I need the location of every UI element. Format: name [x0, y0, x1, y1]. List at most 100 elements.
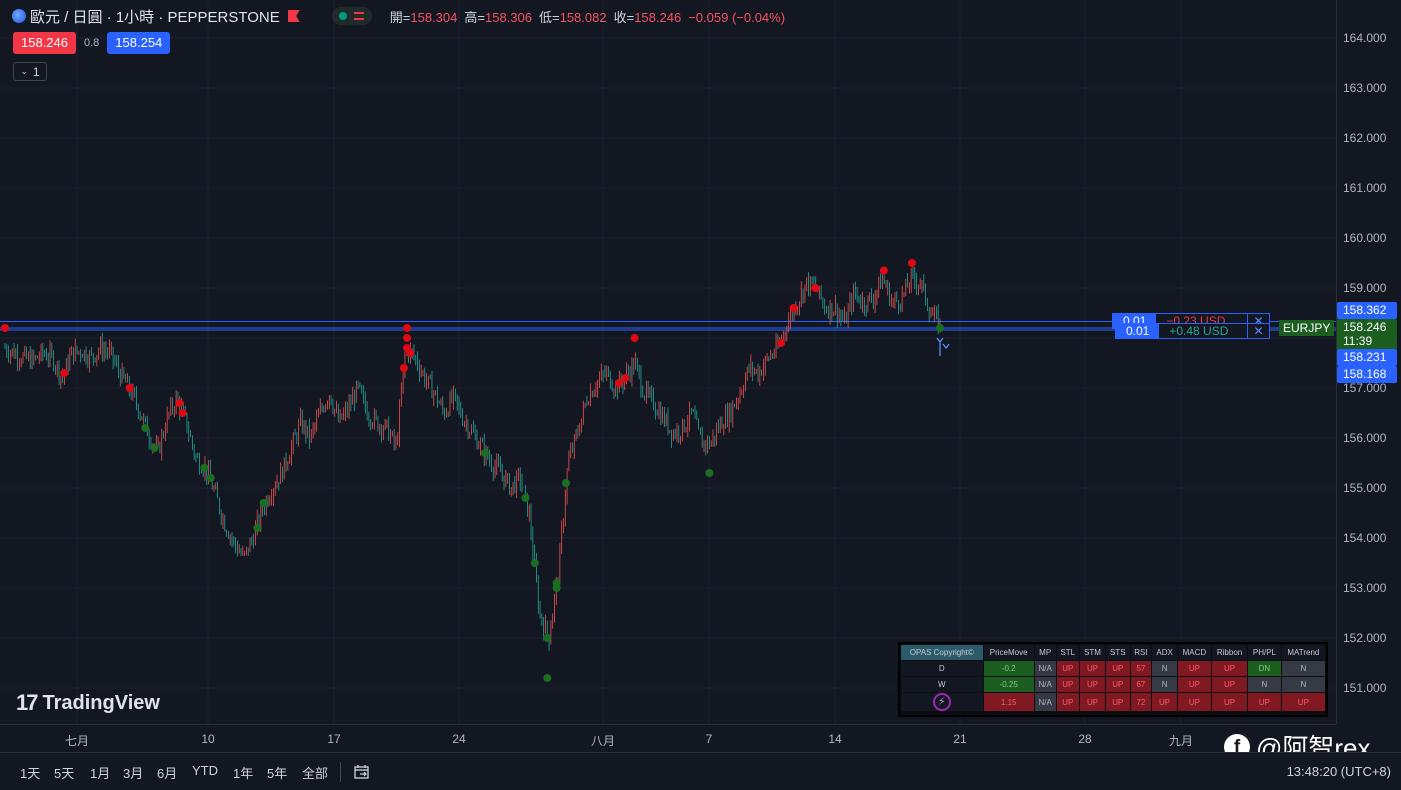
dashboard-cell: N/A: [1034, 693, 1056, 711]
range-button[interactable]: 1天: [20, 766, 41, 781]
lightning-icon: ⚡: [932, 693, 951, 711]
buy-signal-dot: [543, 634, 552, 642]
ohlc-values: 開=158.304 高=158.306 低=158.082 收=158.246 −0.0…: [389, 9, 786, 25]
range-button[interactable]: 6月: [157, 766, 178, 781]
price-tag: 158.362: [1337, 302, 1397, 319]
buy-signal-dot: [253, 524, 262, 532]
symbol-logo-icon: [12, 9, 26, 23]
price-tick-label: 163.000: [1343, 81, 1387, 95]
buy-signal-dot: [705, 469, 714, 477]
buy-signal-dot: [200, 464, 209, 472]
sell-signal-dot: [777, 339, 786, 347]
range-button[interactable]: 5天: [54, 766, 75, 781]
equal-icon: [354, 12, 365, 20]
price-tick-label: 161.000: [1343, 181, 1387, 195]
goto-date-icon[interactable]: [352, 762, 372, 782]
dashboard-cell: UP: [1211, 677, 1248, 692]
time-tick-label: 17: [327, 732, 341, 746]
order-qty[interactable]: 0.01: [1116, 324, 1160, 338]
price-tick-label: 154.000: [1343, 531, 1387, 545]
sell-button[interactable]: 158.246: [13, 32, 76, 54]
dashboard-bolt-cell: ⚡: [901, 693, 983, 711]
sell-signal-dot: [175, 399, 184, 407]
chart-pane[interactable]: [0, 0, 1336, 724]
range-button[interactable]: 1年: [233, 766, 254, 781]
dashboard-cell: 57: [1130, 661, 1152, 676]
low-value: 158.082: [559, 9, 607, 25]
price-tick-label: 157.000: [1343, 381, 1387, 395]
price-tick-label: 162.000: [1343, 131, 1387, 145]
order-line-bottom[interactable]: 0.01 +0.48 USD ✕: [1115, 323, 1270, 339]
range-button[interactable]: 5年: [267, 766, 288, 781]
dashboard-cell: UP: [1281, 693, 1325, 711]
time-tick-label: 28: [1078, 732, 1092, 746]
range-button[interactable]: 全部: [302, 766, 329, 781]
dashboard-cell: UP: [1211, 661, 1248, 676]
indicator-count: 1: [32, 64, 40, 79]
buy-signal-dot: [936, 324, 944, 332]
dashboard-brand: OPAS Copyright©: [901, 645, 983, 660]
symbol-price-tag: EURJPY: [1279, 320, 1335, 336]
dashboard-cell: UP: [1056, 693, 1079, 711]
execution-arrow-icon: [936, 337, 950, 356]
time-tick-label: 九月: [1168, 734, 1194, 748]
sell-signal-dot: [403, 324, 412, 332]
dashboard-header-cell: PriceMove: [983, 645, 1034, 660]
buy-signal-dot: [480, 449, 489, 457]
clock[interactable]: 13:48:20 (UTC+8): [1286, 764, 1391, 779]
low-label: 低: [538, 9, 552, 25]
dashboard-cell: UP: [1152, 693, 1177, 711]
market-status-pill[interactable]: [331, 7, 372, 25]
chart-grid: [0, 0, 1336, 724]
sell-signal-dot: [621, 374, 630, 382]
tradingview-logo[interactable]: 17 TradingView: [16, 690, 160, 716]
dashboard-cell: UP: [1079, 677, 1106, 692]
tradingview-mark-icon: 17: [16, 690, 39, 715]
opas-dashboard-table: OPAS Copyright© PriceMove MP STL STM STS RSI AD…: [898, 642, 1328, 717]
dashboard-cell: UP: [1079, 693, 1106, 711]
bid-ask-panel: 158.246 0.8 158.254: [13, 32, 171, 54]
dashboard-cell: DN: [1248, 661, 1281, 676]
price-axis[interactable]: 164.000 163.000 162.000 161.000 160.000 159.0…: [1336, 0, 1401, 724]
buy-signal-dot: [259, 499, 268, 507]
dashboard-cell: UP: [1056, 661, 1079, 676]
candles: [4, 262, 941, 651]
range-button[interactable]: YTD: [192, 763, 218, 778]
dashboard-header-cell: STM: [1079, 645, 1106, 660]
price-tag: 11:39: [1337, 333, 1397, 350]
dashboard-header-cell: MATrend: [1281, 645, 1325, 660]
range-button[interactable]: 1月: [90, 766, 111, 781]
dashboard-cell: -0.2: [983, 661, 1034, 676]
range-button[interactable]: 3月: [123, 766, 144, 781]
close-value: 158.246: [634, 9, 682, 25]
buy-button[interactable]: 158.254: [107, 32, 171, 54]
close-order-icon[interactable]: ✕: [1247, 324, 1269, 338]
price-tick-label: 155.000: [1343, 481, 1387, 495]
buy-signal-dot: [552, 584, 561, 592]
dashboard-cell: UP: [1177, 661, 1211, 676]
dashboard-cell: UP: [1177, 677, 1211, 692]
close-label: 收: [613, 9, 627, 25]
price-tick-label: 152.000: [1343, 631, 1387, 645]
sell-signal-dot: [60, 369, 69, 377]
sell-signal-dot: [614, 379, 623, 387]
time-tick-label: 八月: [590, 734, 616, 748]
flag-icon[interactable]: [287, 10, 300, 22]
time-tick-label: 14: [828, 732, 842, 746]
symbol-title[interactable]: 歐元 / 日圓 · 1小時 · PEPPERSTONE: [30, 8, 280, 26]
dashboard-header-cell: MP: [1034, 645, 1056, 660]
time-tick-label: 10: [201, 732, 215, 746]
dashboard-cell: 67: [1130, 677, 1152, 692]
sell-signal-dot: [125, 384, 134, 392]
buy-signal-dot: [150, 444, 159, 452]
high-value: 158.306: [484, 9, 532, 25]
indicators-toggle[interactable]: ⌄ 1: [13, 62, 47, 81]
price-chart[interactable]: [0, 0, 1336, 724]
dashboard-cell: N: [1281, 661, 1325, 676]
price-tag: 158.246: [1337, 319, 1397, 336]
time-axis[interactable]: 七月 10 17 24 八月 7 14 21 28 九月: [0, 724, 1336, 752]
dashboard-header-cell: RSI: [1130, 645, 1152, 660]
dashboard-cell: UP: [1106, 693, 1130, 711]
dashboard-row-label: W: [901, 677, 983, 692]
close-order-icon[interactable]: ✕: [1247, 314, 1269, 328]
